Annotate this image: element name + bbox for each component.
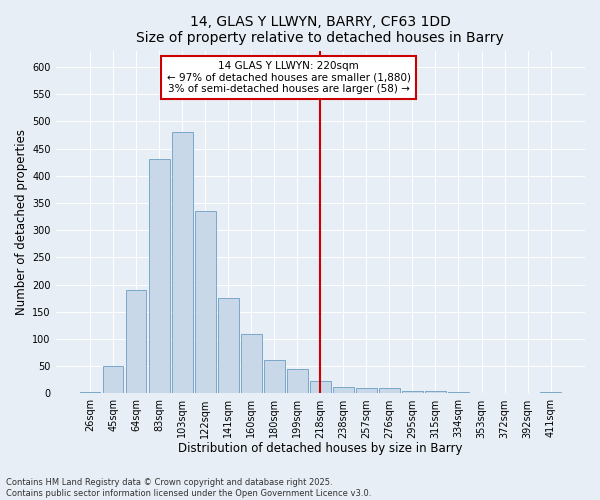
Text: Contains HM Land Registry data © Crown copyright and database right 2025.
Contai: Contains HM Land Registry data © Crown c…: [6, 478, 371, 498]
Bar: [425, 391, 446, 394]
Bar: [310, 382, 331, 394]
Bar: [103, 366, 124, 394]
Bar: [448, 392, 469, 394]
Bar: [218, 298, 239, 394]
Bar: [172, 132, 193, 394]
Bar: [494, 393, 515, 394]
Bar: [241, 334, 262, 394]
Bar: [80, 392, 100, 394]
Title: 14, GLAS Y LLWYN, BARRY, CF63 1DD
Size of property relative to detached houses i: 14, GLAS Y LLWYN, BARRY, CF63 1DD Size o…: [136, 15, 504, 45]
Bar: [402, 391, 423, 394]
Bar: [264, 360, 284, 394]
Bar: [149, 160, 170, 394]
Bar: [333, 387, 354, 394]
Text: 14 GLAS Y LLWYN: 220sqm
← 97% of detached houses are smaller (1,880)
3% of semi-: 14 GLAS Y LLWYN: 220sqm ← 97% of detache…: [167, 61, 410, 94]
Bar: [356, 388, 377, 394]
Bar: [195, 211, 215, 394]
Bar: [126, 290, 146, 394]
Y-axis label: Number of detached properties: Number of detached properties: [15, 129, 28, 315]
X-axis label: Distribution of detached houses by size in Barry: Distribution of detached houses by size …: [178, 442, 463, 455]
Bar: [379, 388, 400, 394]
Bar: [540, 392, 561, 394]
Bar: [287, 369, 308, 394]
